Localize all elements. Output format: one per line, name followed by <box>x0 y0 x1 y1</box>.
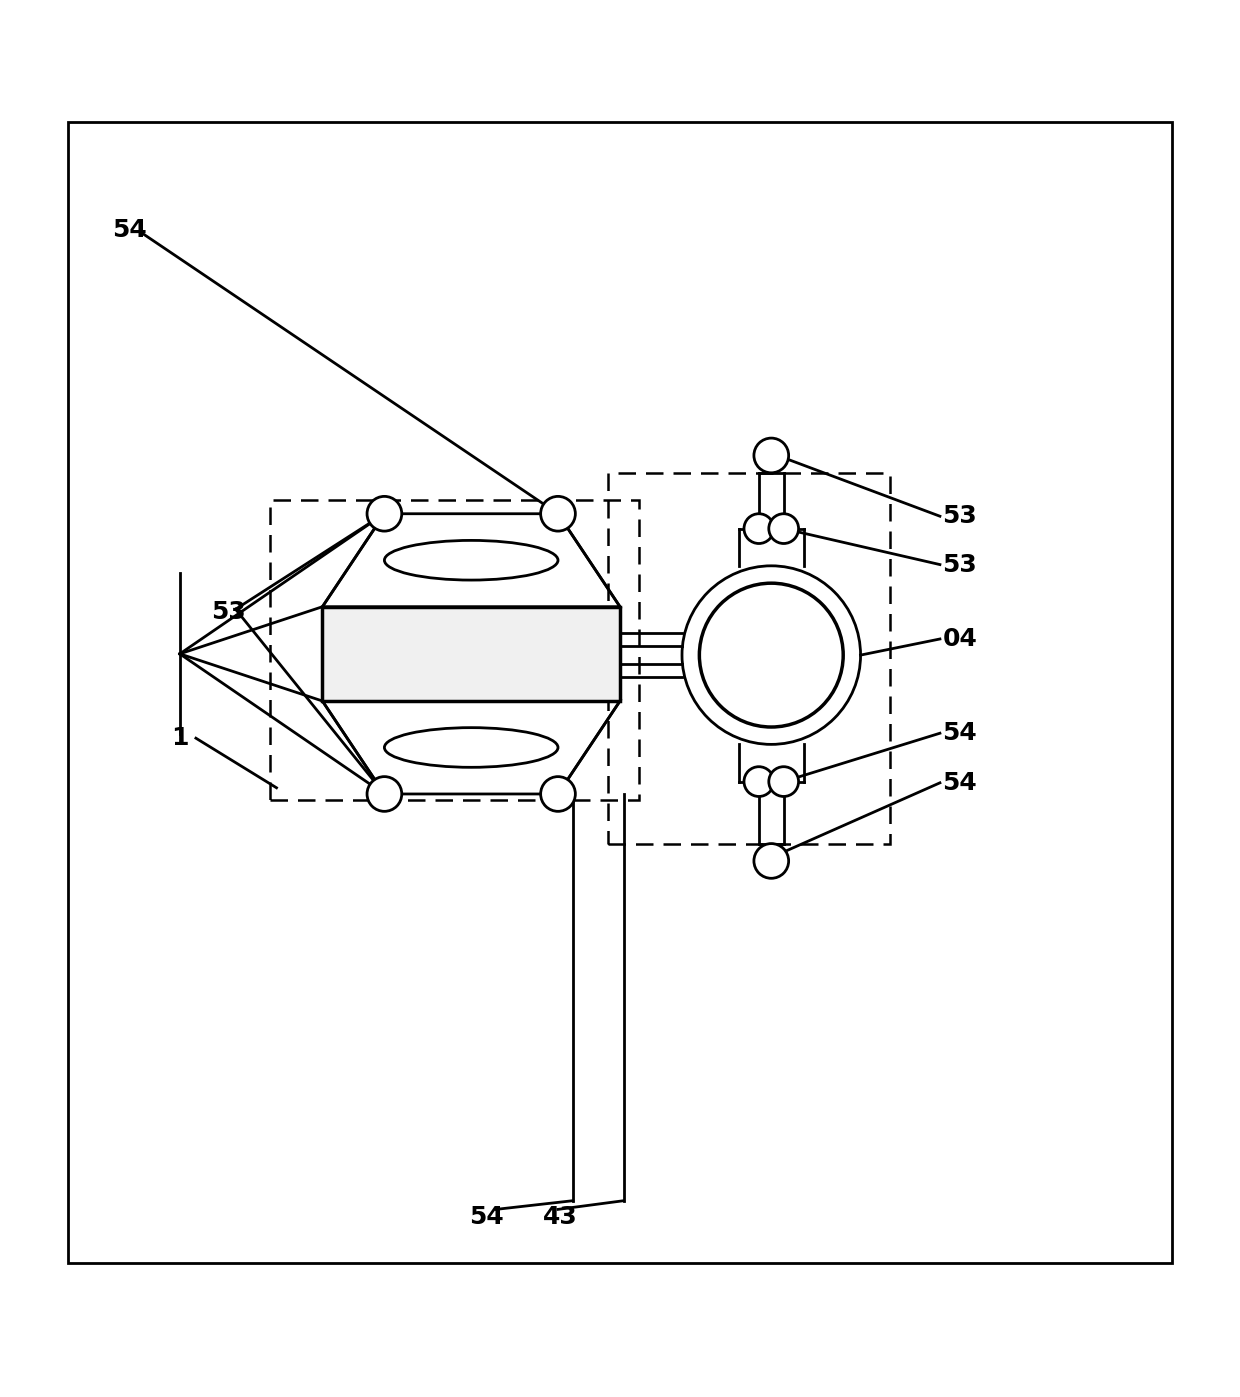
Circle shape <box>769 514 799 543</box>
Text: 43: 43 <box>543 1204 578 1229</box>
Text: 1: 1 <box>171 726 188 750</box>
Circle shape <box>754 844 789 879</box>
Circle shape <box>744 767 774 796</box>
Text: 54: 54 <box>112 218 146 242</box>
Circle shape <box>754 439 789 472</box>
Text: 53: 53 <box>942 504 977 528</box>
Polygon shape <box>322 606 620 701</box>
Text: 53: 53 <box>942 553 977 577</box>
Circle shape <box>541 777 575 812</box>
Text: 54: 54 <box>469 1204 503 1229</box>
Text: 04: 04 <box>942 627 977 651</box>
Circle shape <box>541 496 575 531</box>
Circle shape <box>367 777 402 812</box>
Text: 53: 53 <box>211 599 246 623</box>
Circle shape <box>367 496 402 531</box>
Circle shape <box>769 767 799 796</box>
Text: 54: 54 <box>942 771 977 795</box>
Text: 54: 54 <box>942 721 977 745</box>
Circle shape <box>744 514 774 543</box>
